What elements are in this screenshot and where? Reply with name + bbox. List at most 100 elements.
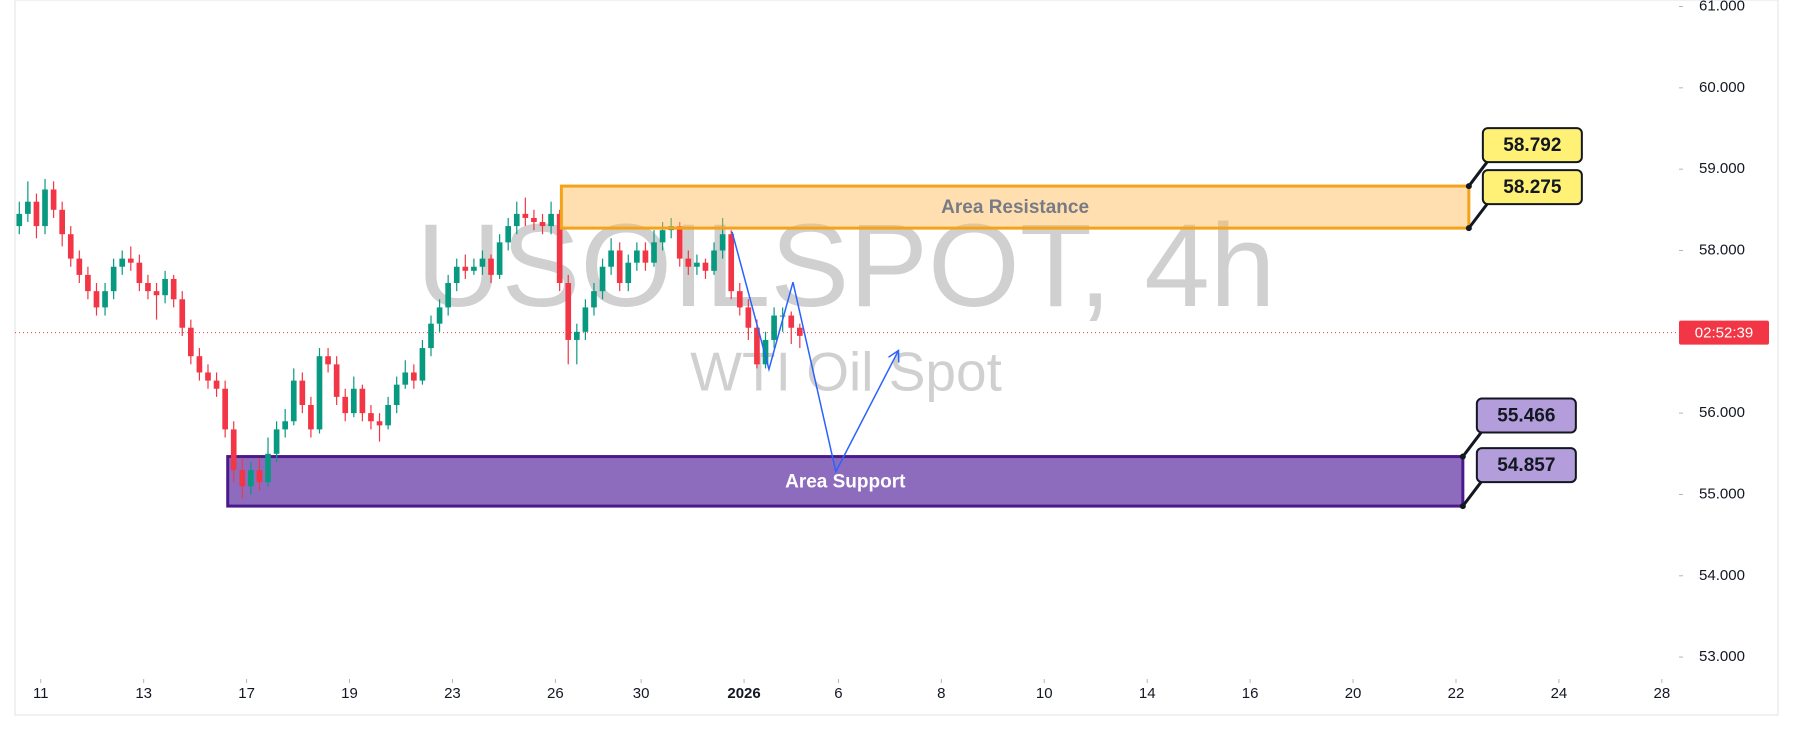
candle-body — [796, 327, 803, 336]
candle-body — [591, 291, 597, 308]
candle-body — [162, 278, 168, 296]
candle-body — [153, 291, 160, 296]
zone — [559, 184, 1471, 230]
candle-body — [471, 266, 477, 271]
candle-body — [788, 315, 795, 328]
candle-body — [230, 429, 237, 471]
candle-body — [462, 266, 469, 271]
x-tick-label: 6 — [834, 685, 842, 702]
candle-body — [316, 356, 323, 430]
candle-body — [102, 291, 108, 308]
candle-body — [565, 283, 572, 340]
candle-body — [299, 380, 306, 405]
candle-body — [67, 234, 74, 259]
candle-body — [479, 258, 486, 267]
candle-body — [779, 315, 786, 317]
price-tag — [1481, 169, 1583, 206]
zone — [226, 455, 1465, 508]
x-tick-label: 14 — [1139, 685, 1156, 702]
candle-body — [685, 258, 692, 267]
candle-body — [170, 278, 177, 300]
candle-body — [359, 388, 366, 414]
candle-body — [350, 388, 357, 414]
candle-body — [488, 258, 494, 275]
x-tick-label: 24 — [1551, 685, 1568, 702]
candle-body — [771, 315, 777, 340]
price-tag-label: 55.466 — [1497, 406, 1555, 427]
candle-body — [368, 413, 374, 422]
price-tag — [1475, 447, 1577, 484]
candle-body — [188, 327, 194, 357]
candle-body — [196, 356, 203, 373]
price-tag-label: 58.792 — [1503, 135, 1561, 156]
candle-body — [736, 291, 743, 308]
x-tick-label: 28 — [1654, 685, 1671, 702]
candle-body — [342, 396, 349, 414]
candle-body — [762, 339, 769, 365]
candle-body — [719, 234, 726, 251]
candle-body — [282, 421, 289, 430]
candle-body — [676, 226, 683, 259]
candle-body — [745, 307, 752, 328]
price-tag-label: 58.275 — [1503, 177, 1562, 198]
candle-body — [634, 250, 640, 263]
candle-body — [256, 470, 263, 483]
candle-body — [728, 234, 735, 292]
x-tick-label: 16 — [1242, 685, 1259, 702]
candle-body — [308, 405, 314, 430]
candle-body — [179, 299, 186, 328]
x-tick-label: 10 — [1036, 685, 1053, 702]
price-tag — [1475, 397, 1577, 434]
y-tick-label: 60.000 — [1699, 79, 1745, 96]
candle-body — [239, 470, 246, 487]
candle-body — [599, 266, 606, 292]
candle-body — [50, 189, 57, 210]
candle-body — [711, 250, 717, 271]
x-tick-label: 13 — [135, 685, 152, 702]
candle-body — [411, 372, 417, 381]
candle-body — [513, 213, 520, 227]
candle-body — [556, 213, 563, 284]
candle-body — [33, 201, 40, 227]
candle-body — [145, 283, 151, 292]
candle-body — [273, 429, 280, 454]
candle-body — [694, 262, 700, 267]
chart-frame — [14, 0, 1779, 716]
y-tick-label: 61.000 — [1699, 0, 1745, 14]
x-tick-label: 19 — [341, 685, 358, 702]
x-tick-label: 22 — [1448, 685, 1465, 702]
candle-body — [85, 274, 91, 292]
candle-body — [248, 470, 254, 487]
candle-body — [539, 222, 546, 227]
x-tick-label: 17 — [238, 685, 255, 702]
candle-body — [16, 213, 23, 227]
candle-body — [616, 250, 623, 284]
zone-label: Area Support — [785, 471, 906, 492]
price-tag-label: 54.857 — [1497, 455, 1555, 476]
candle-body — [127, 258, 134, 263]
x-tick-label: 26 — [547, 685, 564, 702]
candle-body — [290, 380, 297, 422]
candle-body — [385, 405, 391, 426]
candle-body — [222, 388, 228, 430]
candle-body — [402, 372, 409, 385]
current-price-tag — [1679, 320, 1769, 345]
x-tick-label: 30 — [633, 685, 650, 702]
candle-body — [754, 327, 760, 365]
price-tag-anchor — [1459, 503, 1466, 510]
candle-body — [265, 453, 271, 483]
candle-body — [213, 380, 220, 389]
candle-body — [522, 213, 529, 218]
y-tick-label: 56.000 — [1699, 404, 1745, 421]
candle-body — [659, 230, 666, 243]
candle-body — [25, 201, 31, 214]
x-tick-label: 20 — [1345, 685, 1362, 702]
candle-body — [445, 283, 451, 308]
candle-body — [505, 226, 512, 243]
candle-body — [428, 323, 434, 349]
candle-body — [93, 291, 100, 308]
candle-body — [582, 307, 589, 332]
candle-body — [325, 356, 331, 365]
candle-body — [548, 213, 554, 227]
watermark-subtitle: WTI Oil Spot — [690, 341, 1002, 403]
